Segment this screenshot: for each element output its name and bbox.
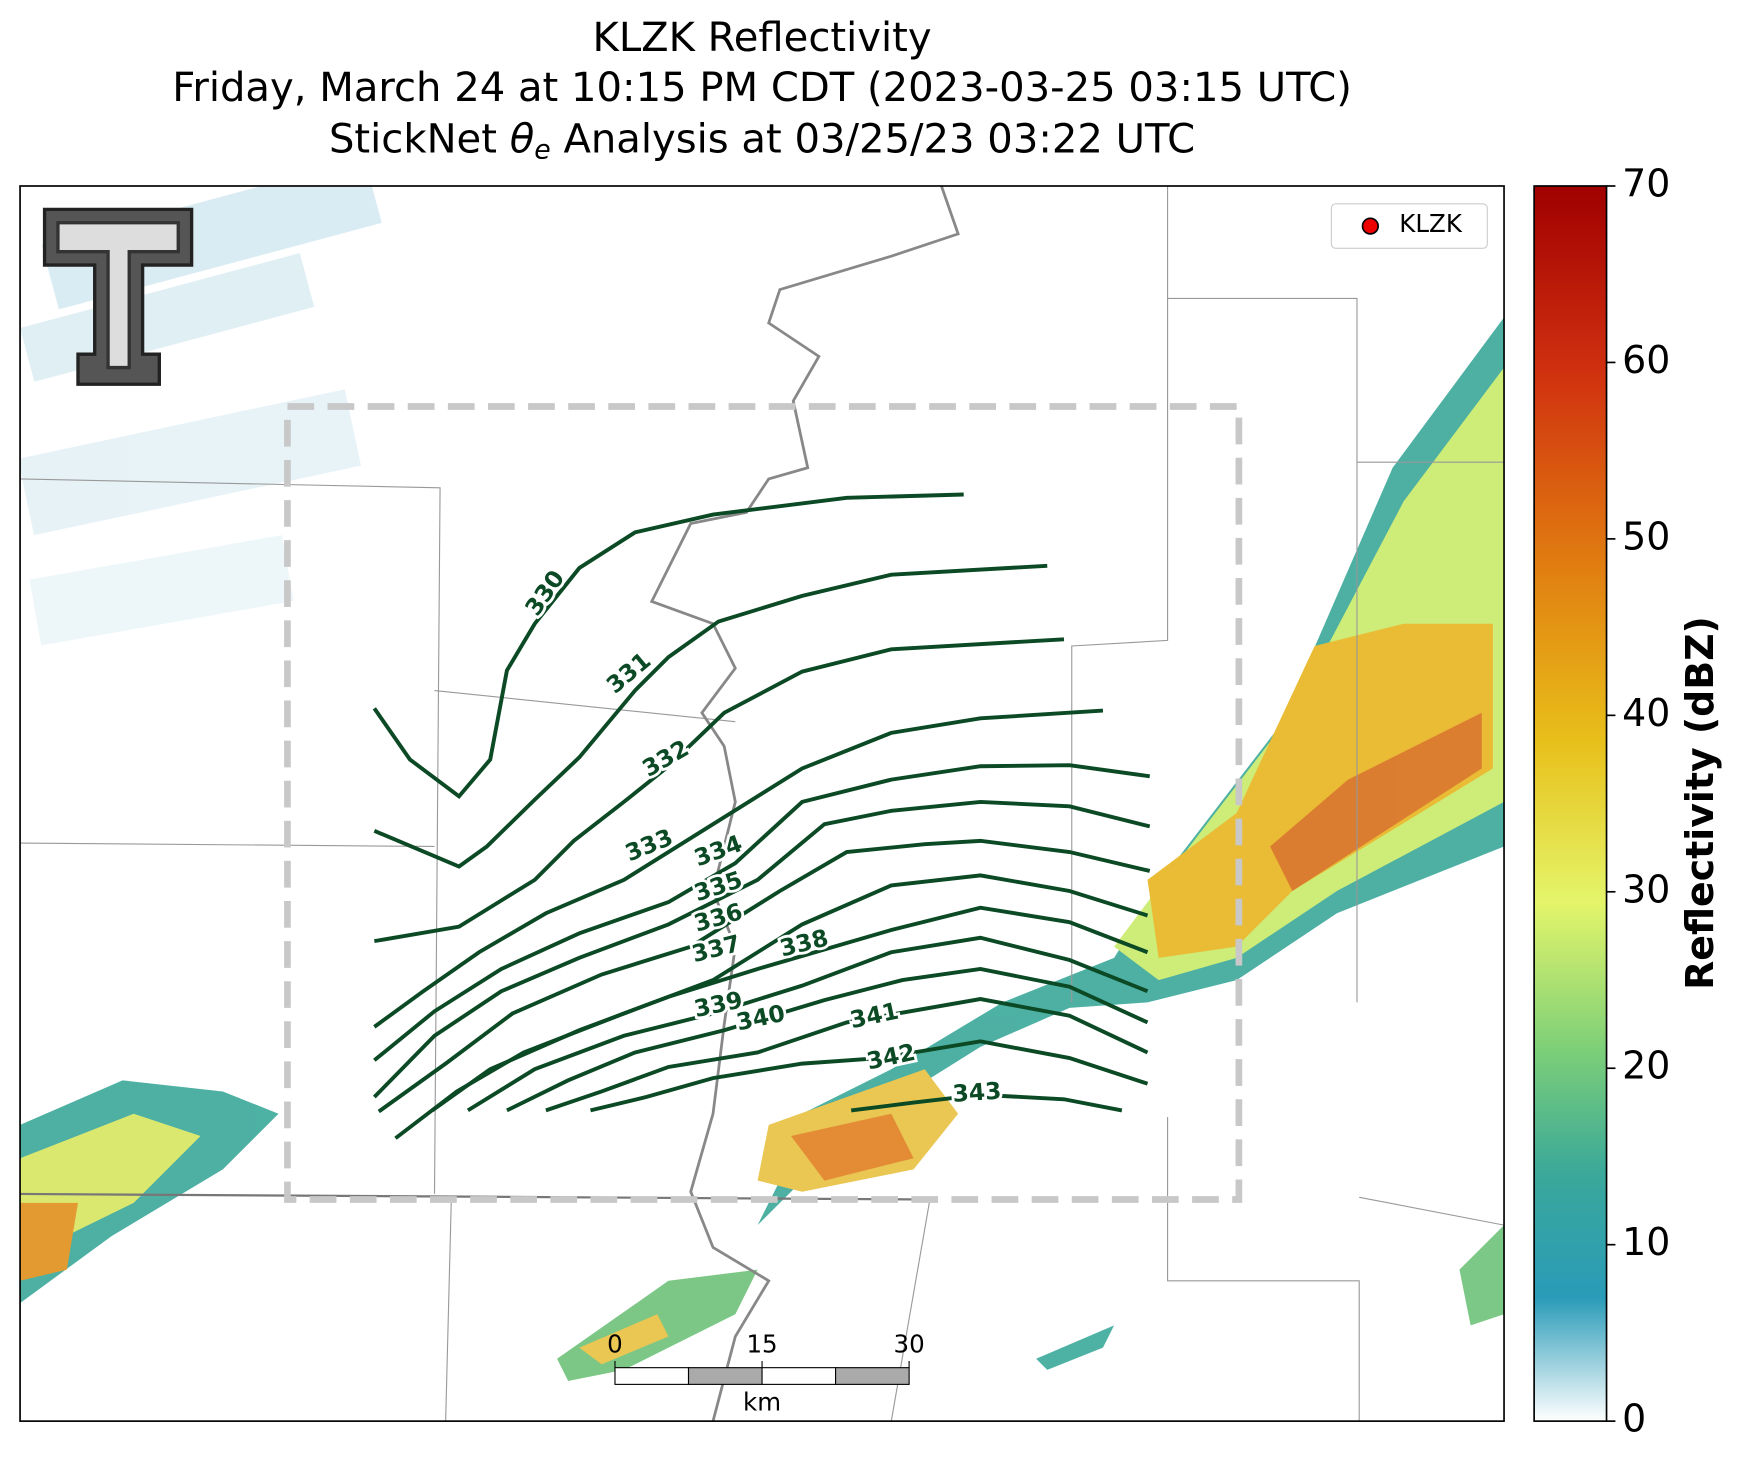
scale-unit: km [743,1387,781,1416]
logo [42,207,194,386]
title-text [551,116,564,162]
title-text: Analysis at 03/25/23 03:22 UTC [563,116,1195,162]
scale-segment [761,1367,837,1385]
scale-tick-label: 15 [746,1329,777,1358]
legend: KLZK [1330,203,1488,249]
colorbar-tick-label: 50 [1622,514,1670,558]
scale-segment [614,1367,690,1385]
scale-tick-label: 0 [607,1329,623,1358]
legend-label: KLZK [1399,209,1463,238]
contour-line [373,708,1104,1029]
contour-line [506,966,1149,1113]
contour-line [431,905,1149,1112]
contour-label: 333 [621,823,677,867]
contour-label: 331 [601,646,656,699]
contour-line [373,563,1048,869]
colorbar-label: Reflectivity (dBZ) [1678,616,1722,990]
contour-line [590,1039,1149,1113]
colorbar-tick-label: 40 [1622,691,1670,735]
contour-label: 338 [777,924,831,963]
legend-box [1330,203,1488,249]
contour-line [372,492,964,799]
radar-echoes [20,185,1505,1382]
title-line-2: Friday, March 24 at 10:15 PM CDT (2023-0… [172,65,1352,111]
colorbar-tick-label: 20 [1622,1044,1670,1088]
title-text: StickNet [329,116,497,162]
contour-line [372,799,1151,1099]
scale-bar: 0 15 30 km [607,1329,925,1416]
contour-label: 341 [847,997,901,1035]
contour-line [377,838,1151,1114]
contour-label: 332 [637,734,693,783]
colorbar-tick-label: 0 [1622,1397,1646,1441]
contour-line [466,935,1149,1113]
title-line-3: StickNet θe Analysis at 03/25/23 03:22 U… [329,116,1195,164]
colorbar-tick-label: 70 [1622,161,1670,205]
contour-line [850,1092,1123,1113]
analysis-domain [284,403,1243,1203]
scale-segment [687,1367,763,1385]
contour-line [374,637,1065,944]
contour-line [545,997,1149,1113]
colorbar-tick-label: 10 [1622,1220,1670,1264]
map-frame [19,185,1505,1422]
scale-tick-label: 30 [894,1329,925,1358]
theta: θ [510,116,535,162]
river [649,185,960,1422]
colorbar-tick-label: 30 [1622,867,1670,911]
legend-marker [1361,217,1379,235]
scale-segment [835,1367,910,1385]
contour-line [394,873,1149,1140]
contour-label: 343 [952,1077,1003,1108]
colorbar-fill [1533,185,1608,1422]
colorbar-tick-label: 60 [1622,338,1670,382]
colorbar: Reflectivity (dBZ) 0 10 20 30 40 50 60 70 [1533,161,1722,1441]
theta-subscript: e [534,134,550,165]
contour-line [373,763,1151,1062]
contour-label: 330 [519,565,570,621]
title-line-1: KLZK Reflectivity [593,15,932,61]
